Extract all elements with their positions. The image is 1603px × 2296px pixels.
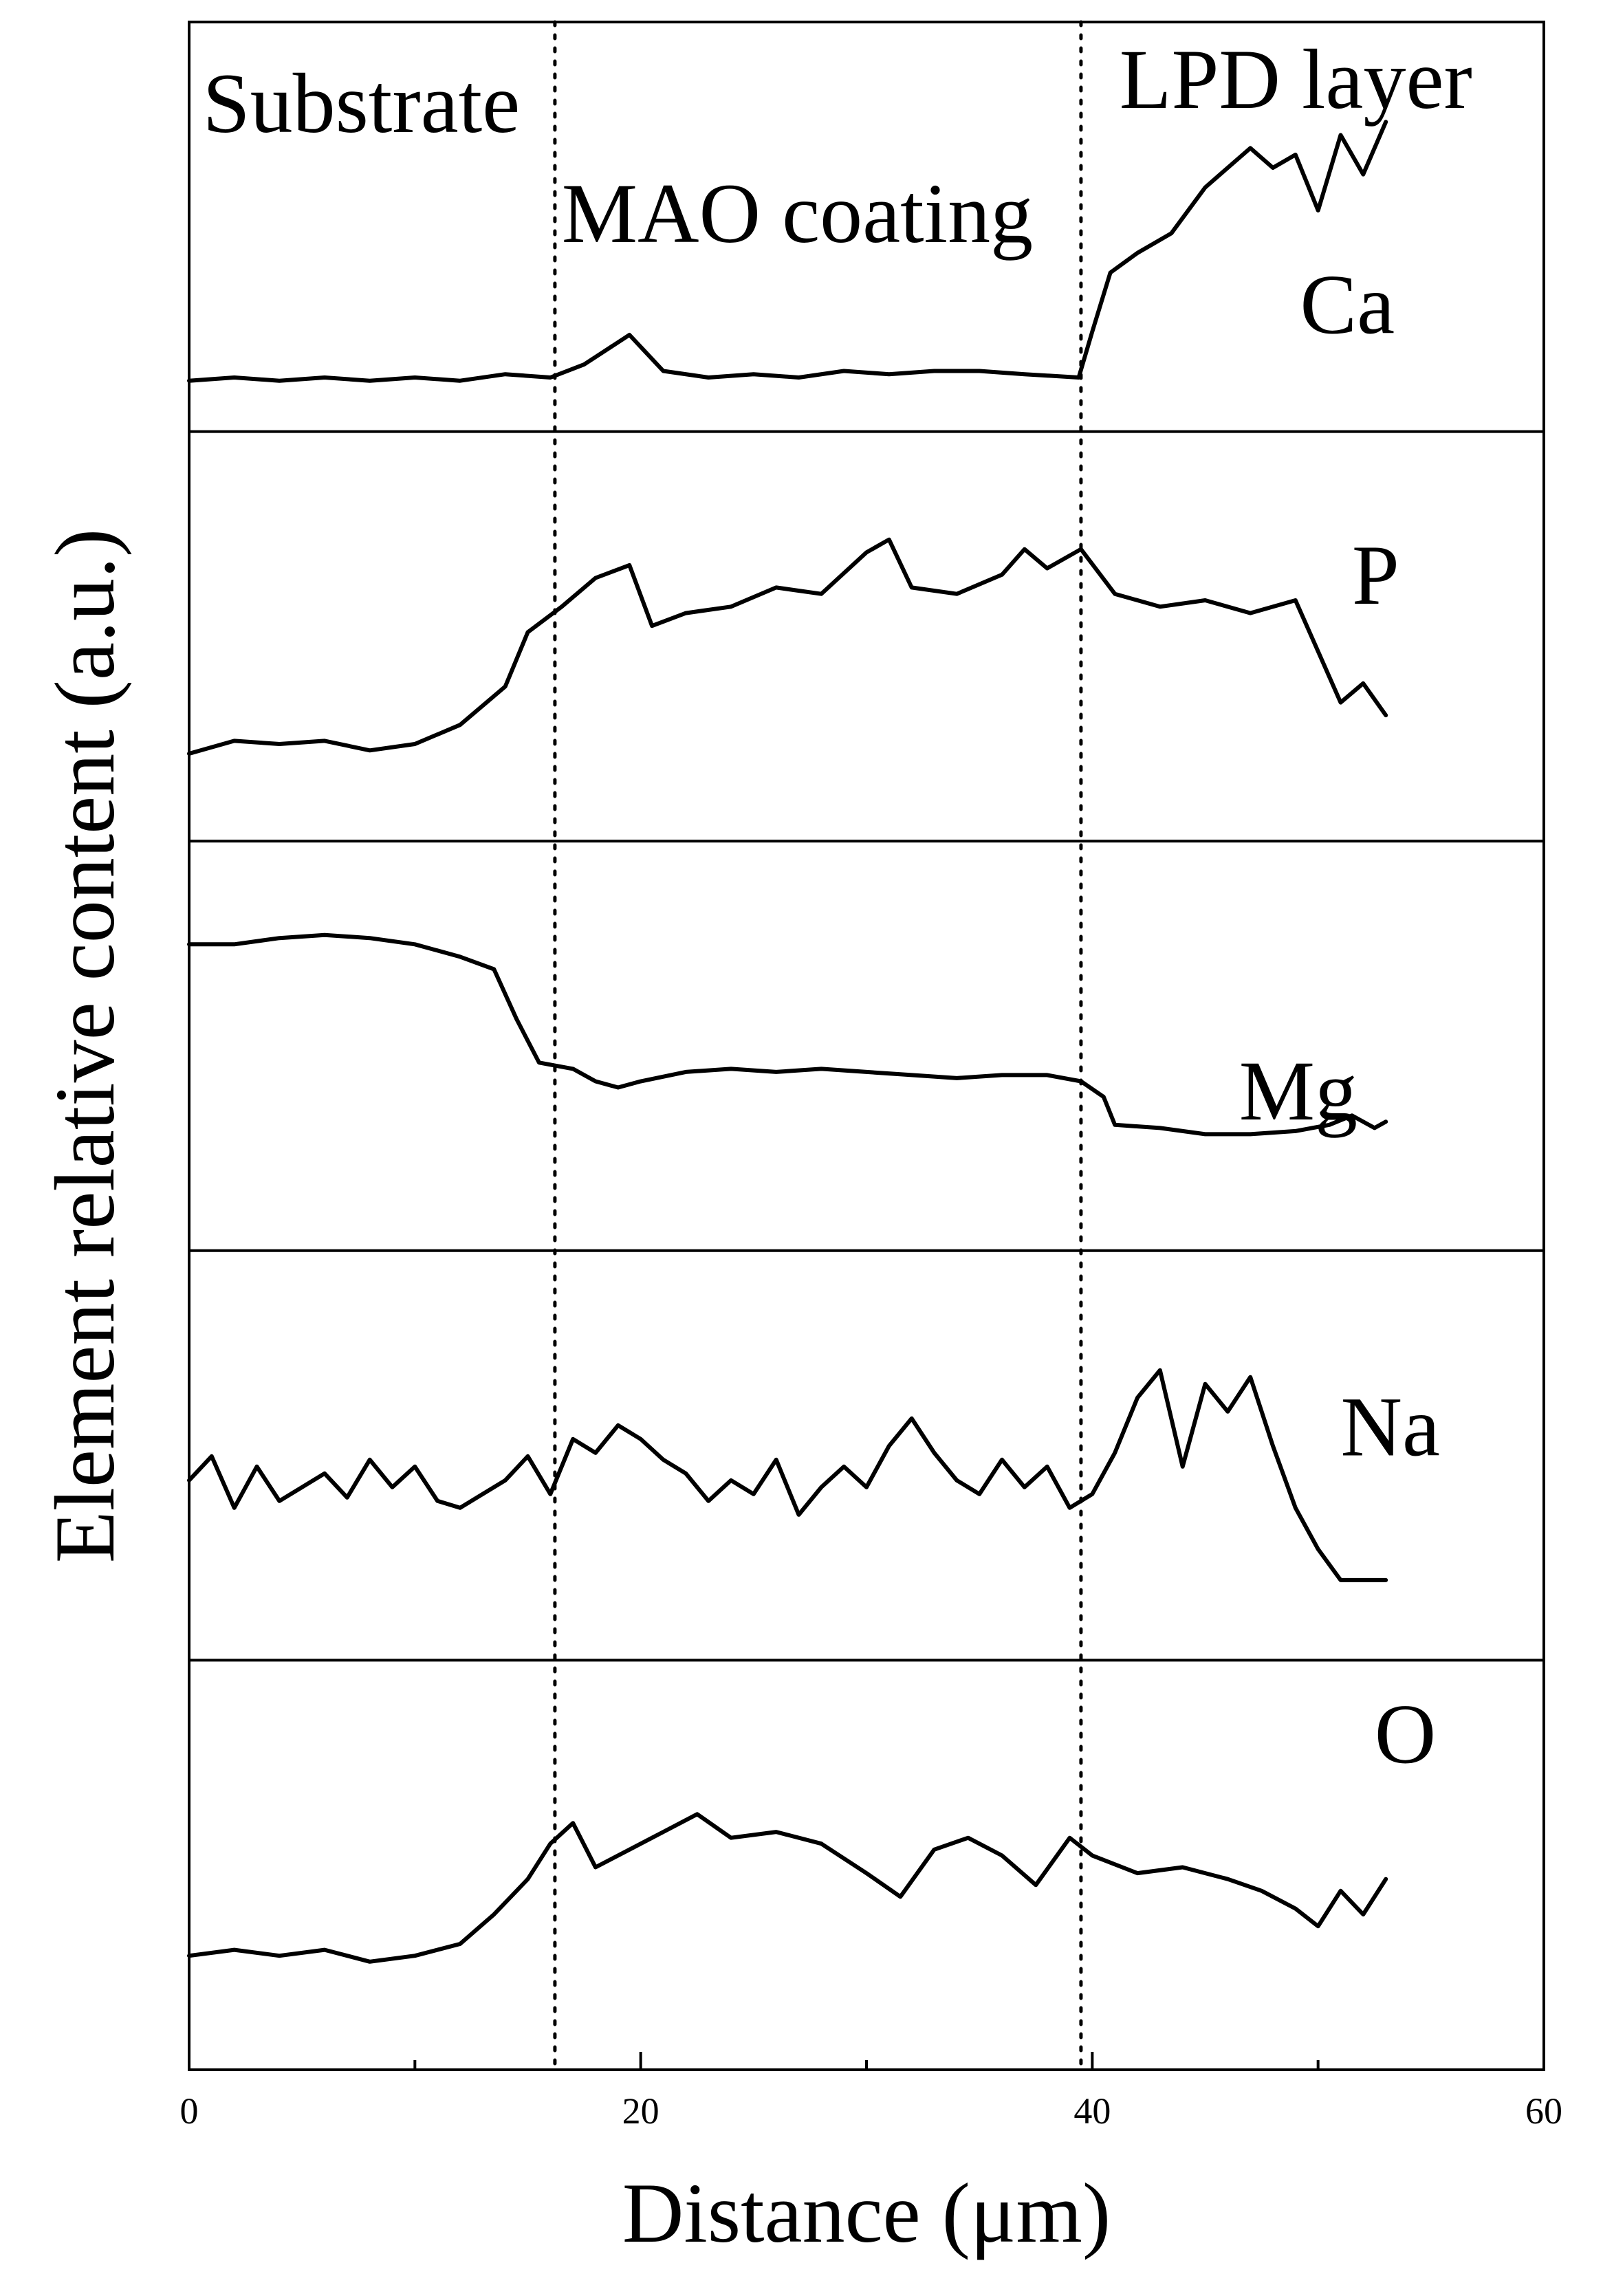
panel-ca: Ca <box>187 120 1395 383</box>
x-tick-label: 60 <box>1525 2090 1562 2132</box>
panel-o: O <box>187 1659 1544 1964</box>
interface-markers <box>553 20 1083 2072</box>
series-label-na: Na <box>1341 1380 1441 1474</box>
y-axis-label: Element relative content (a.u.) <box>38 529 132 1564</box>
series-label-p: P <box>1352 528 1399 622</box>
x-axis: 0 20 40 60 <box>180 2052 1562 2132</box>
annotation-lpd-layer: LPD layer <box>1120 32 1472 127</box>
series-label-ca: Ca <box>1300 258 1395 352</box>
x-axis-label: Distance (μm) <box>622 2166 1111 2260</box>
panel-na: Na <box>187 1249 1544 1582</box>
series-label-mg: Mg <box>1239 1044 1357 1138</box>
series-line-p <box>187 537 1388 756</box>
series-label-o: O <box>1375 1687 1437 1781</box>
series-line-na <box>187 1368 1388 1582</box>
x-tick-label: 40 <box>1073 2090 1111 2132</box>
element-panels: Ca P Mg Na O <box>187 120 1544 1964</box>
panel-p: P <box>187 430 1544 756</box>
annotation-mao-coating: MAO coating <box>562 166 1033 261</box>
x-tick-label: 0 <box>180 2090 199 2132</box>
series-line-o <box>187 1812 1388 1964</box>
series-line-ca <box>187 120 1388 383</box>
x-tick-label: 20 <box>622 2090 659 2132</box>
panel-mg: Mg <box>187 840 1544 1138</box>
series-line-mg <box>187 932 1388 1137</box>
annotation-substrate: Substrate <box>203 56 521 151</box>
